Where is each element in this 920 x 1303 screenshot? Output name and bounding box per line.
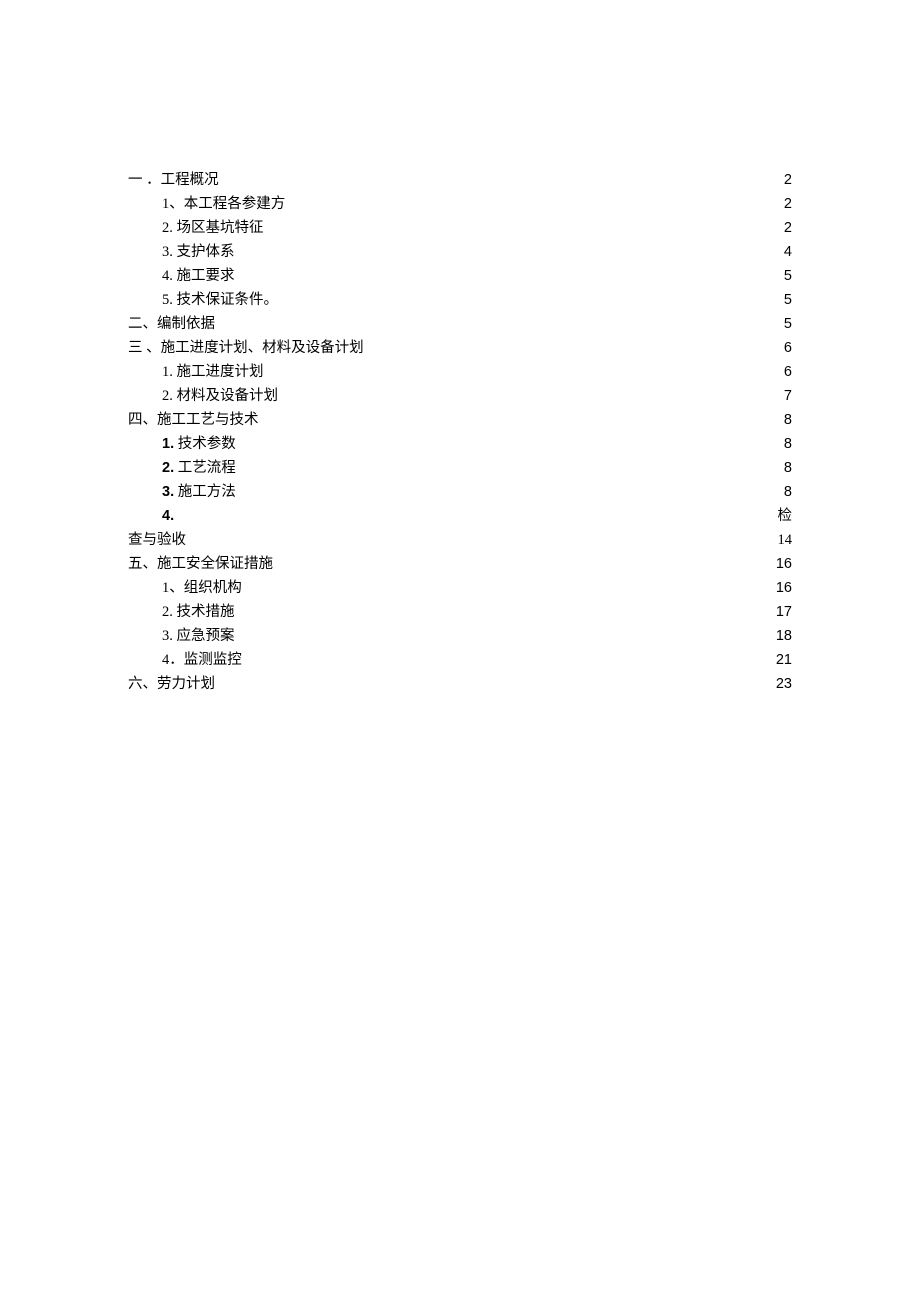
toc-page-num: 23: [776, 672, 792, 696]
toc-page-num: 8: [784, 480, 792, 504]
toc-label: 一 ．工程概况: [128, 168, 219, 192]
toc-sub-4-1: 1. 技术参数 8: [128, 432, 792, 456]
toc-label: 5. 技术保证条件。: [162, 288, 278, 312]
toc-sub-1-1: 1、本工程各参建方 2: [128, 192, 792, 216]
toc-text: 技术参数: [174, 436, 236, 452]
toc-page-num: 17: [776, 600, 792, 624]
toc-sub-3-1: 1. 施工进度计划 6: [128, 360, 792, 384]
toc-sub-5-4: 4．监测监控 21: [128, 648, 792, 672]
toc-sub-4-3: 3. 施工方法 8: [128, 480, 792, 504]
toc-sub-1-4: 4. 施工要求 5: [128, 264, 792, 288]
toc-label: 3. 应急预案: [162, 624, 235, 648]
toc-label: 1、组织机构: [162, 576, 242, 600]
toc-label: 1、本工程各参建方: [162, 192, 285, 216]
toc-label: 五、施工安全保证措施: [128, 552, 273, 576]
toc-sub-1-2: 2. 场区基坑特征 2: [128, 216, 792, 240]
toc-label: 查与验收: [128, 528, 186, 552]
toc-label: 4.: [162, 504, 174, 528]
toc-page-num: 8: [784, 456, 792, 480]
toc-page-num: 7: [784, 384, 792, 408]
toc-page-num: 18: [776, 624, 792, 648]
toc-page-num: 5: [784, 312, 792, 336]
toc-sub-5-2: 2. 技术措施 17: [128, 600, 792, 624]
toc-marker: 3.: [162, 484, 174, 500]
toc-label: 4. 施工要求: [162, 264, 235, 288]
toc-page-num: 14: [778, 528, 793, 552]
toc-page-num: 16: [776, 552, 792, 576]
toc-section-6: 六、劳力计划 23: [128, 672, 792, 696]
toc-page-num: 2: [784, 192, 792, 216]
toc-label: 二、编制依据: [128, 312, 215, 336]
toc-label: 六、劳力计划: [128, 672, 215, 696]
toc-page-num: 5: [784, 264, 792, 288]
toc-wrap-tail: 检: [778, 504, 793, 528]
toc-label: 三 、施工进度计划、材料及设备计划: [128, 336, 364, 360]
toc-sub-4-4-line1: 4. 检: [128, 504, 792, 528]
toc-text: 施工方法: [174, 484, 236, 500]
toc-sub-4-2: 2. 工艺流程 8: [128, 456, 792, 480]
toc-page-num: 8: [784, 432, 792, 456]
toc-marker: 2.: [162, 460, 174, 476]
toc-label: 2. 工艺流程: [162, 456, 236, 480]
toc-label: 1. 技术参数: [162, 432, 236, 456]
toc-section-5: 五、施工安全保证措施 16: [128, 552, 792, 576]
toc-label: 四、施工工艺与技术: [128, 408, 259, 432]
toc-page-num: 6: [784, 336, 792, 360]
toc-page-num: 16: [776, 576, 792, 600]
toc-marker: 1.: [162, 436, 174, 452]
toc-sub-5-1: 1、组织机构 16: [128, 576, 792, 600]
toc-marker: 4.: [162, 508, 174, 524]
toc-label: 2. 场区基坑特征: [162, 216, 264, 240]
toc-page-num: 6: [784, 360, 792, 384]
toc-label: 1. 施工进度计划: [162, 360, 264, 384]
toc-page-num: 2: [784, 168, 792, 192]
toc-page-num: 8: [784, 408, 792, 432]
toc-label: 4．监测监控: [162, 648, 242, 672]
toc-label: 3. 施工方法: [162, 480, 236, 504]
toc-sub-5-3: 3. 应急预案 18: [128, 624, 792, 648]
toc-sub-1-3: 3. 支护体系 4: [128, 240, 792, 264]
toc-page-num: 4: [784, 240, 792, 264]
toc-sub-3-2: 2. 材料及设备计划 7: [128, 384, 792, 408]
toc-sub-4-4-line2: 查与验收 14: [128, 528, 792, 552]
toc-section-2: 二、编制依据 5: [128, 312, 792, 336]
toc-section-4: 四、施工工艺与技术 8: [128, 408, 792, 432]
toc-page-num: 21: [776, 648, 792, 672]
toc-section-3: 三 、施工进度计划、材料及设备计划 6: [128, 336, 792, 360]
toc-text: 工艺流程: [174, 460, 236, 476]
toc-label: 2. 材料及设备计划: [162, 384, 278, 408]
toc-section-1: 一 ．工程概况 2: [128, 168, 792, 192]
toc-page-num: 5: [784, 288, 792, 312]
toc-label: 3. 支护体系: [162, 240, 235, 264]
toc-page-num: 2: [784, 216, 792, 240]
toc-label: 2. 技术措施: [162, 600, 235, 624]
toc-container: 一 ．工程概况 2 1、本工程各参建方 2 2. 场区基坑特征 2 3. 支护体…: [128, 168, 792, 696]
toc-sub-1-5: 5. 技术保证条件。 5: [128, 288, 792, 312]
